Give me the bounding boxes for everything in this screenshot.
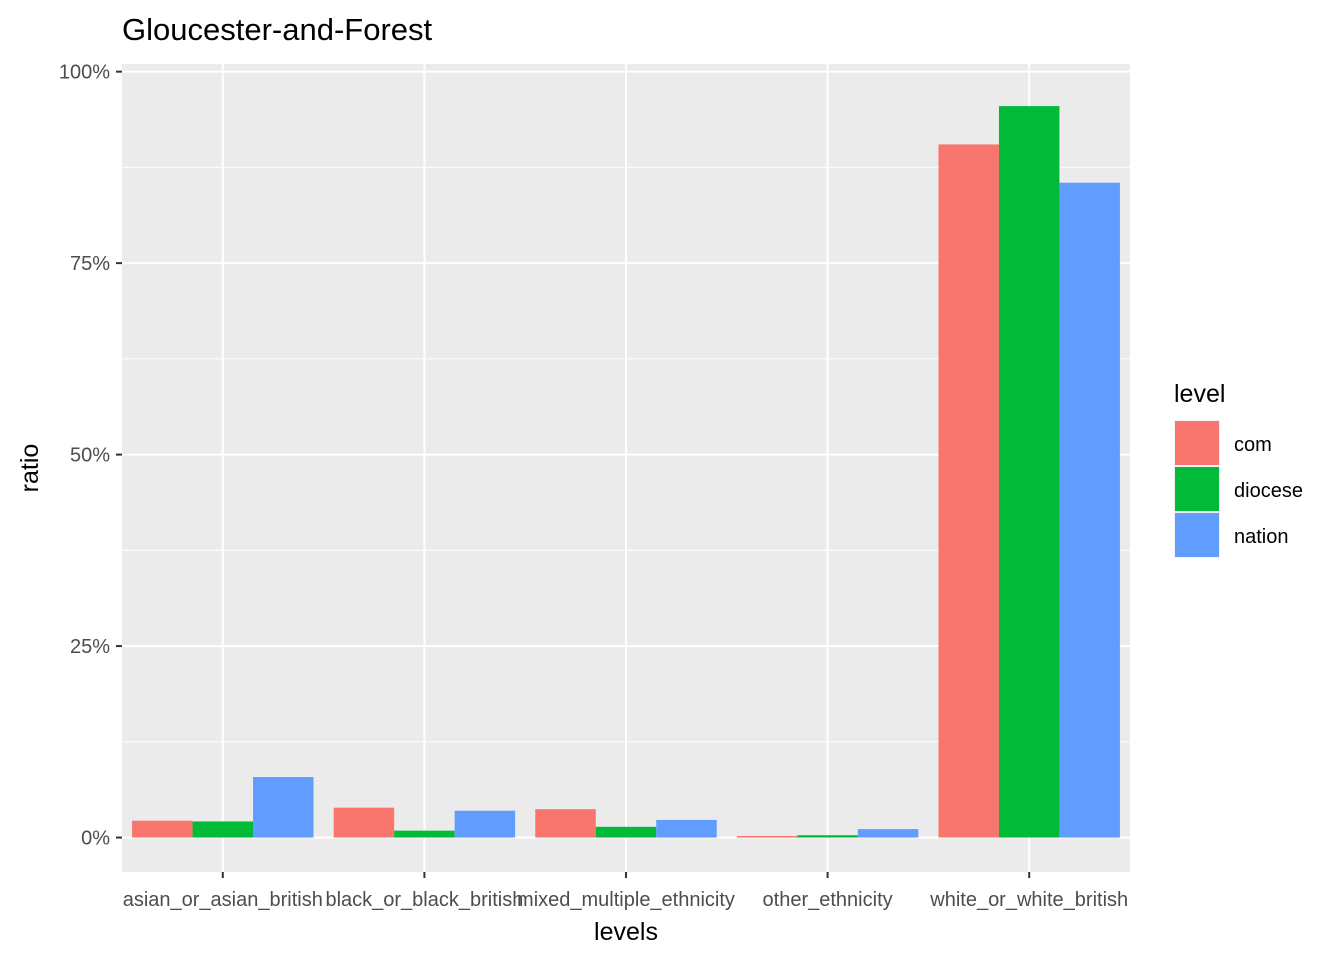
bar-com-white_or_white_british bbox=[938, 144, 999, 838]
legend-label-nation: nation bbox=[1234, 526, 1289, 548]
legend-key-nation bbox=[1175, 513, 1219, 557]
y-tick-label: 50% bbox=[70, 445, 110, 467]
bar-diocese-asian_or_asian_british bbox=[192, 821, 254, 838]
x-tick-label: mixed_multiple_ethnicity bbox=[517, 889, 735, 911]
y-tick-label: 0% bbox=[81, 828, 110, 850]
legend-label-com: com bbox=[1234, 434, 1272, 456]
x-tick-label: black_or_black_british bbox=[325, 889, 523, 911]
x-tick-label: other_ethnicity bbox=[763, 889, 893, 911]
legend-key-com bbox=[1175, 421, 1219, 465]
bar-com-other_ethnicity bbox=[736, 836, 798, 838]
x-tick-label: asian_or_asian_british bbox=[123, 889, 323, 911]
bar-diocese-black_or_black_british bbox=[394, 830, 455, 838]
bar-nation-white_or_white_british bbox=[1059, 182, 1120, 838]
y-tick-label: 75% bbox=[70, 253, 110, 275]
bar-diocese-other_ethnicity bbox=[797, 835, 858, 838]
bar-com-black_or_black_british bbox=[333, 807, 395, 838]
x-axis: asian_or_asian_british black_or_black_bri… bbox=[123, 872, 1128, 911]
bar-com-asian_or_asian_british bbox=[132, 820, 193, 838]
bars-group bbox=[132, 106, 1120, 838]
bar-nation-asian_or_asian_british bbox=[253, 777, 314, 838]
y-axis-title: ratio bbox=[16, 444, 44, 493]
bar-nation-other_ethnicity bbox=[857, 829, 919, 838]
x-axis-title: levels bbox=[594, 918, 658, 946]
bar-nation-black_or_black_british bbox=[454, 810, 516, 838]
chart-title: Gloucester-and-Forest bbox=[122, 12, 433, 47]
y-tick-label: 100% bbox=[59, 62, 110, 84]
y-axis: 0% 25% 50% 75% 100% bbox=[59, 62, 122, 850]
legend-key-diocese bbox=[1175, 467, 1219, 511]
x-tick-label: white_or_white_british bbox=[929, 889, 1128, 911]
bar-com-mixed_multiple_ethnicity bbox=[535, 809, 596, 838]
bar-nation-mixed_multiple_ethnicity bbox=[656, 819, 717, 838]
y-tick-label: 25% bbox=[70, 636, 110, 658]
bar-diocese-mixed_multiple_ethnicity bbox=[595, 826, 657, 838]
legend-label-diocese: diocese bbox=[1234, 480, 1303, 502]
bar-diocese-white_or_white_british bbox=[998, 106, 1060, 838]
legend: level com diocese nation bbox=[1174, 380, 1303, 558]
legend-title: level bbox=[1174, 380, 1225, 408]
